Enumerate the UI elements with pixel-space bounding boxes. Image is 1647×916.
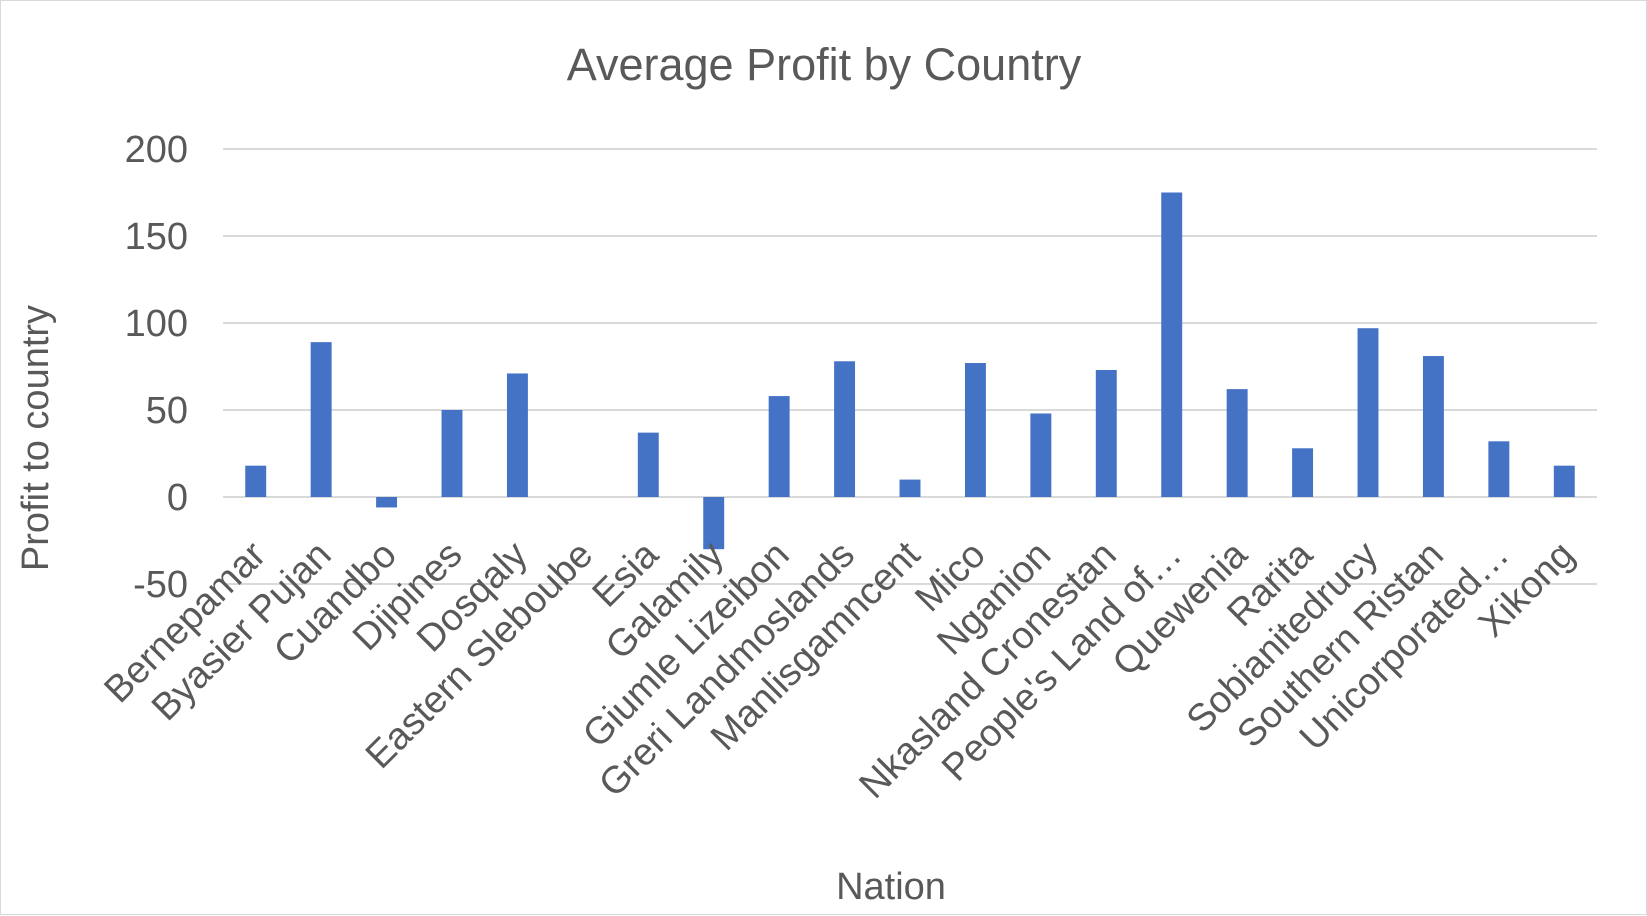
bar (768, 396, 790, 497)
bar (703, 497, 725, 550)
bar (1161, 192, 1183, 497)
y-axis-ticks: -50 0 50 100 150 200 (125, 129, 188, 606)
bar (310, 342, 332, 497)
bar (899, 479, 921, 497)
y-tick-label: 50 (146, 390, 188, 432)
chart-title: Average Profit by Country (567, 39, 1082, 90)
bar (1292, 448, 1314, 497)
bar (1095, 369, 1117, 497)
bar (1357, 328, 1379, 497)
y-tick-label: -50 (133, 564, 188, 606)
bar (1030, 413, 1052, 497)
bar (964, 363, 986, 497)
bar (834, 361, 856, 497)
bar (506, 373, 528, 497)
y-tick-label: 150 (125, 216, 188, 258)
bar (441, 410, 463, 497)
y-tick-label: 100 (125, 303, 188, 345)
y-axis-title: Profit to country (15, 305, 57, 571)
bars (245, 192, 1575, 550)
bar (245, 465, 267, 497)
bar (1553, 465, 1575, 497)
x-axis-title: Nation (836, 866, 946, 908)
bar (637, 432, 659, 497)
bar (1422, 356, 1444, 497)
gridlines (223, 148, 1597, 585)
bar (376, 497, 398, 508)
y-tick-label: 0 (167, 477, 188, 519)
bar (1226, 389, 1248, 497)
bar (1488, 441, 1510, 497)
y-tick-label: 200 (125, 129, 188, 171)
